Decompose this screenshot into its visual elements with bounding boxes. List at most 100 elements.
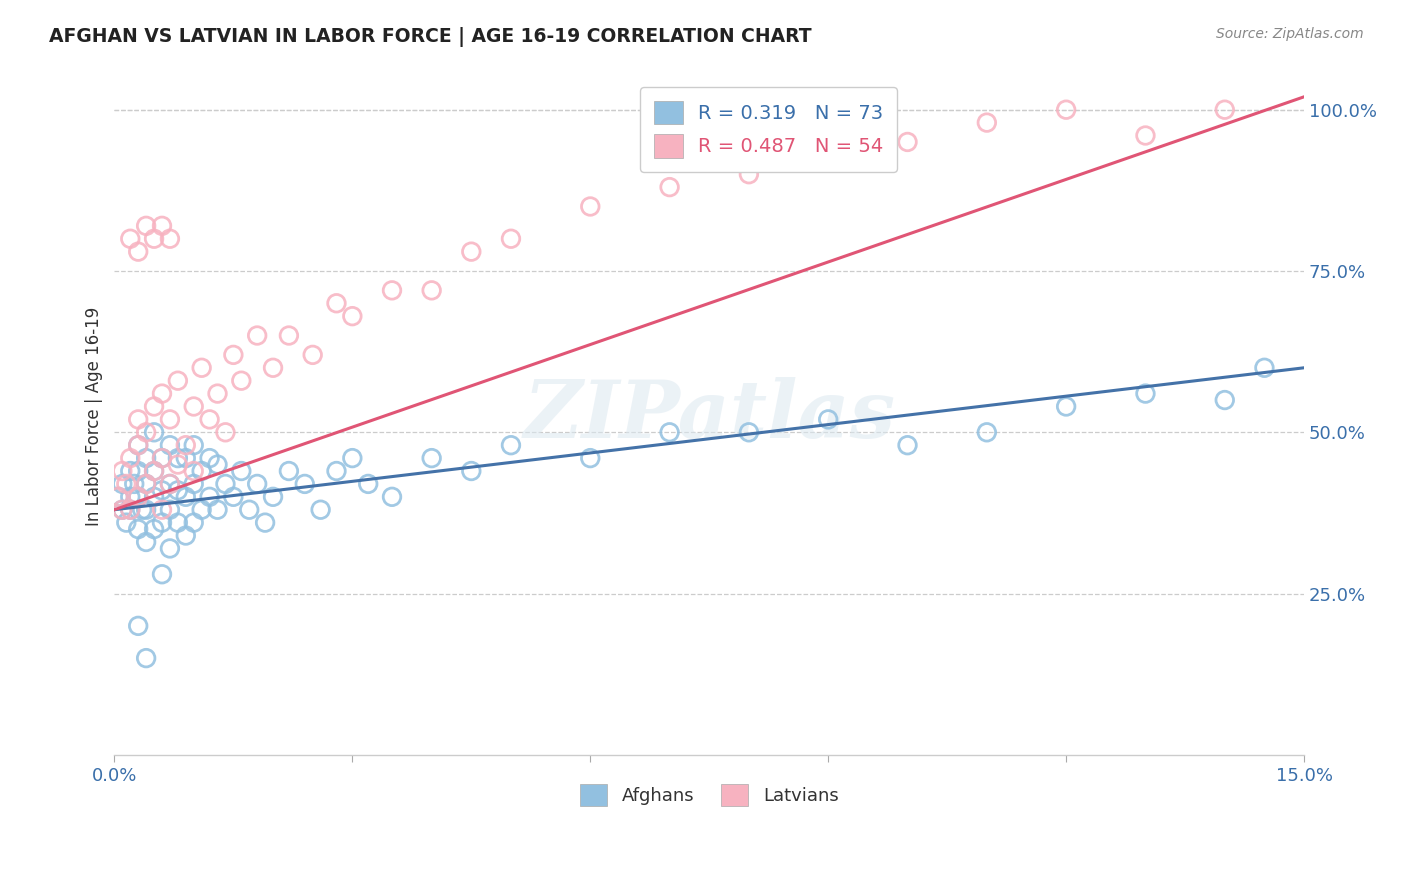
Point bbox=[1135, 128, 1157, 143]
Point bbox=[127, 464, 149, 478]
Point bbox=[107, 490, 129, 504]
Point bbox=[381, 284, 404, 298]
Point bbox=[120, 464, 142, 478]
Point bbox=[135, 502, 157, 516]
Point bbox=[143, 490, 166, 504]
Point bbox=[127, 522, 149, 536]
Point bbox=[120, 232, 142, 246]
Point bbox=[107, 490, 129, 504]
Point bbox=[738, 167, 761, 181]
Point bbox=[214, 477, 236, 491]
Point bbox=[342, 451, 364, 466]
Point bbox=[222, 490, 245, 504]
Point bbox=[198, 412, 221, 426]
Point bbox=[207, 458, 229, 472]
Point bbox=[294, 477, 316, 491]
Point bbox=[222, 348, 245, 362]
Y-axis label: In Labor Force | Age 16-19: In Labor Force | Age 16-19 bbox=[86, 307, 103, 525]
Point bbox=[381, 490, 404, 504]
Point bbox=[167, 516, 190, 530]
Point bbox=[159, 477, 181, 491]
Point bbox=[183, 516, 205, 530]
Point bbox=[262, 490, 284, 504]
Point bbox=[499, 438, 522, 452]
Point bbox=[342, 309, 364, 323]
Point bbox=[579, 451, 602, 466]
Point bbox=[420, 451, 443, 466]
Point bbox=[738, 425, 761, 440]
Point bbox=[658, 180, 681, 194]
Point bbox=[127, 619, 149, 633]
Point bbox=[231, 374, 253, 388]
Point bbox=[301, 348, 323, 362]
Point bbox=[135, 651, 157, 665]
Point bbox=[167, 451, 190, 466]
Point bbox=[817, 412, 839, 426]
Point bbox=[143, 425, 166, 440]
Point bbox=[357, 477, 380, 491]
Point bbox=[150, 219, 173, 233]
Point bbox=[135, 477, 157, 491]
Point bbox=[658, 425, 681, 440]
Point bbox=[150, 451, 173, 466]
Point bbox=[159, 412, 181, 426]
Point bbox=[174, 528, 197, 542]
Point bbox=[1054, 400, 1077, 414]
Point bbox=[150, 451, 173, 466]
Point bbox=[115, 516, 138, 530]
Point bbox=[131, 502, 153, 516]
Point bbox=[231, 464, 253, 478]
Point bbox=[127, 490, 149, 504]
Point bbox=[198, 490, 221, 504]
Point bbox=[150, 502, 173, 516]
Text: Source: ZipAtlas.com: Source: ZipAtlas.com bbox=[1216, 27, 1364, 41]
Point bbox=[207, 386, 229, 401]
Text: AFGHAN VS LATVIAN IN LABOR FORCE | AGE 16-19 CORRELATION CHART: AFGHAN VS LATVIAN IN LABOR FORCE | AGE 1… bbox=[49, 27, 811, 46]
Point bbox=[183, 477, 205, 491]
Point bbox=[246, 328, 269, 343]
Point bbox=[111, 502, 134, 516]
Point bbox=[190, 360, 212, 375]
Point bbox=[111, 464, 134, 478]
Legend: Afghans, Latvians: Afghans, Latvians bbox=[572, 777, 846, 814]
Point bbox=[325, 464, 347, 478]
Point bbox=[135, 535, 157, 549]
Point bbox=[135, 425, 157, 440]
Point bbox=[127, 438, 149, 452]
Point bbox=[120, 451, 142, 466]
Point bbox=[499, 232, 522, 246]
Point bbox=[143, 232, 166, 246]
Point bbox=[174, 451, 197, 466]
Point bbox=[159, 438, 181, 452]
Point bbox=[135, 219, 157, 233]
Point bbox=[159, 232, 181, 246]
Point bbox=[325, 296, 347, 310]
Point bbox=[246, 477, 269, 491]
Point bbox=[167, 483, 190, 498]
Text: ZIPatlas: ZIPatlas bbox=[523, 377, 896, 455]
Point bbox=[277, 328, 299, 343]
Point bbox=[190, 464, 212, 478]
Point bbox=[1213, 103, 1236, 117]
Point bbox=[159, 502, 181, 516]
Point bbox=[1213, 392, 1236, 407]
Point bbox=[460, 244, 482, 259]
Point bbox=[198, 451, 221, 466]
Point bbox=[135, 451, 157, 466]
Point bbox=[238, 502, 260, 516]
Point bbox=[143, 464, 166, 478]
Point bbox=[460, 464, 482, 478]
Point bbox=[111, 502, 134, 516]
Point bbox=[976, 115, 998, 129]
Point bbox=[183, 438, 205, 452]
Point bbox=[817, 154, 839, 169]
Point bbox=[143, 400, 166, 414]
Point bbox=[254, 516, 277, 530]
Point bbox=[127, 412, 149, 426]
Point bbox=[111, 477, 134, 491]
Point bbox=[150, 567, 173, 582]
Point bbox=[896, 135, 918, 149]
Point bbox=[1135, 386, 1157, 401]
Point bbox=[167, 458, 190, 472]
Point bbox=[183, 400, 205, 414]
